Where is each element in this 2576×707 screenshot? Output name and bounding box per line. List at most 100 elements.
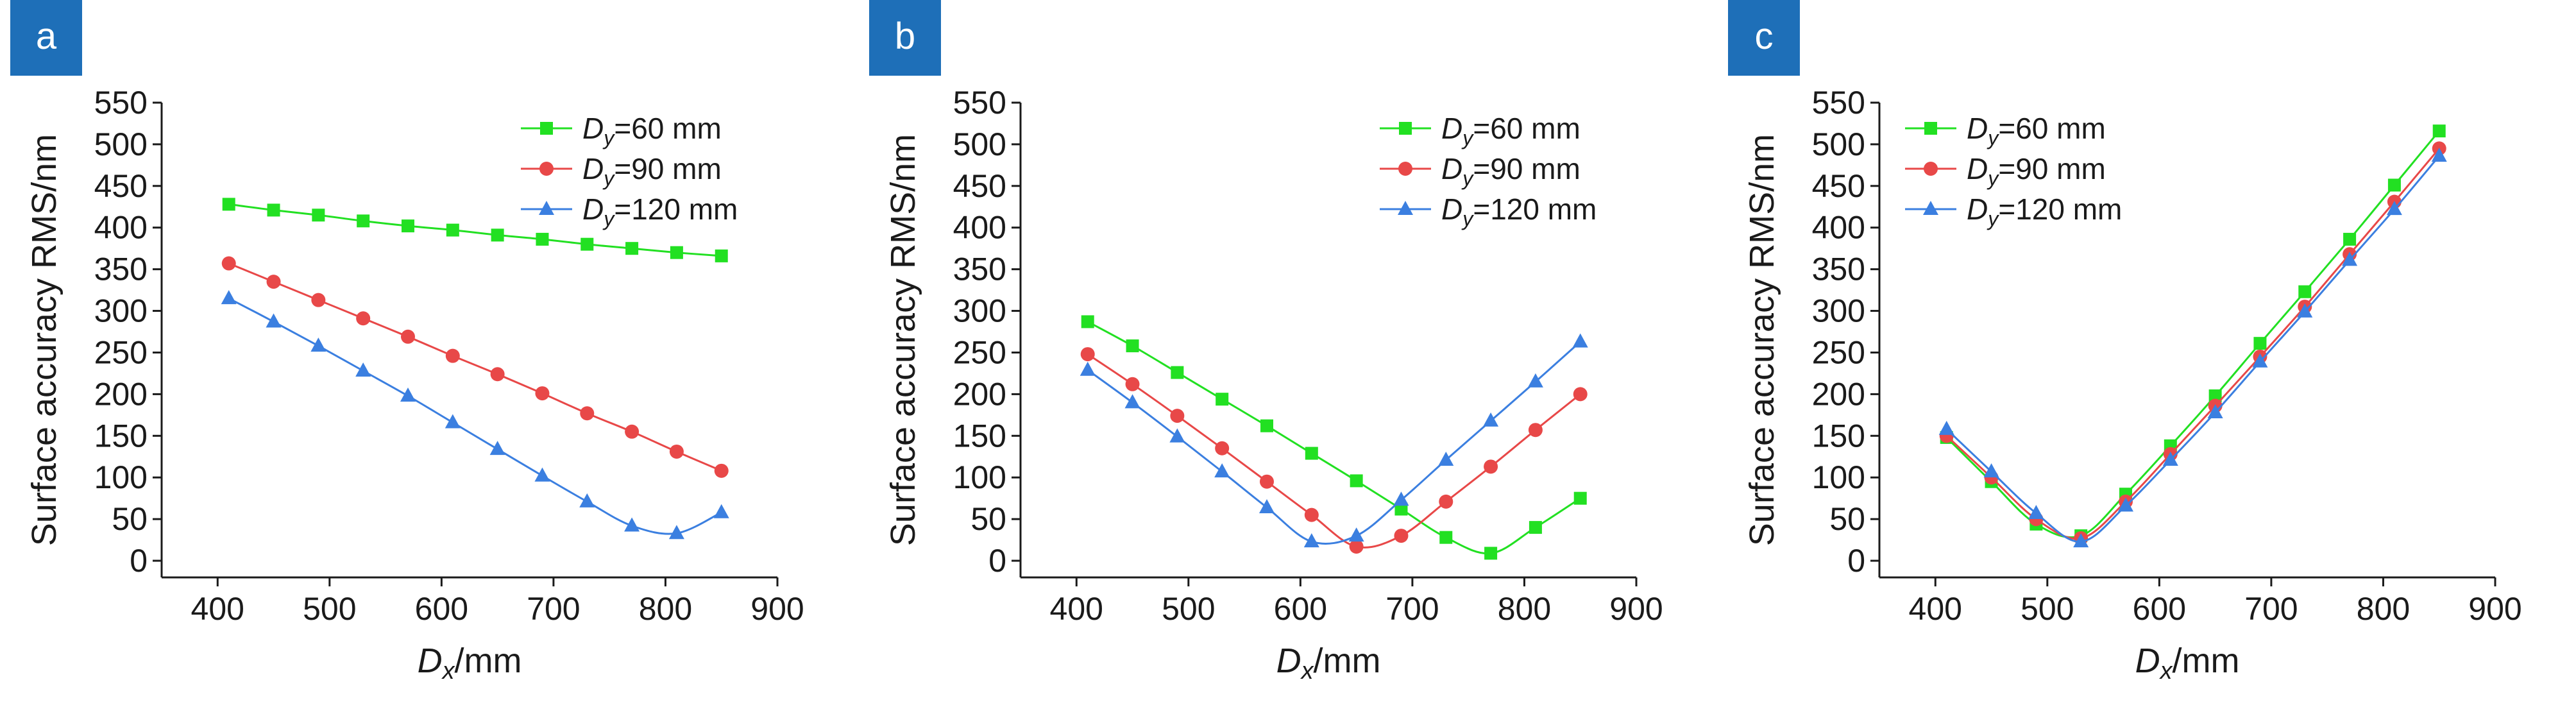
legend-marker [1398, 201, 1413, 215]
data-point [1572, 333, 1588, 348]
data-point [1303, 533, 1319, 548]
series-3 [221, 290, 729, 540]
legend-label: Dy=60 mm [582, 112, 722, 149]
data-point [1439, 494, 1453, 509]
data-point [1080, 361, 1096, 376]
data-point [536, 232, 549, 246]
series-2 [221, 256, 729, 478]
data-point [2342, 251, 2358, 266]
legend-label: Dy=60 mm [1441, 112, 1580, 149]
data-point [357, 214, 370, 228]
data-point [490, 367, 505, 382]
data-point [221, 256, 236, 271]
legend-item-3: Dy=120 mm [1380, 192, 1597, 230]
data-point [2343, 232, 2357, 246]
legend-label: Dy=120 mm [1967, 192, 2122, 230]
panel-label: a [36, 15, 57, 57]
x-tick-label: 500 [1162, 591, 1215, 627]
y-tick-label: 450 [94, 168, 148, 204]
legend-marker [539, 162, 554, 176]
y-tick-label: 400 [953, 210, 1006, 246]
legend-label: Dy=90 mm [1441, 152, 1580, 190]
data-point [625, 242, 639, 255]
legend-item-2: Dy=90 mm [1380, 152, 1580, 190]
y-tick-label: 100 [1812, 459, 1865, 495]
legend-marker [1924, 162, 1938, 176]
y-tick-label: 0 [130, 543, 148, 579]
x-tick-label: 700 [1385, 591, 1439, 627]
data-point [625, 424, 640, 439]
x-tick-label: 900 [1609, 591, 1663, 627]
y-tick-label: 300 [1812, 293, 1865, 329]
series-line [1087, 341, 1581, 545]
x-tick-label: 600 [1274, 591, 1327, 627]
data-point [1349, 539, 1364, 554]
data-point [1081, 315, 1094, 328]
legend-label: Dy=120 mm [1441, 192, 1597, 230]
data-point [1260, 419, 1273, 432]
data-point [1350, 474, 1363, 488]
data-point [312, 209, 325, 222]
y-tick-label: 150 [1812, 418, 1865, 454]
data-point [402, 219, 414, 233]
data-point [1214, 463, 1230, 478]
data-point [446, 223, 459, 237]
y-tick-label: 150 [94, 418, 148, 454]
data-point [1438, 451, 1454, 466]
y-tick-label: 400 [1812, 210, 1865, 246]
chart-svg: b 0 50 100 150 200 250 300 350 400 450 500 550 400 500… [869, 0, 1663, 685]
data-point [1259, 498, 1275, 513]
data-point [445, 348, 460, 363]
data-point [580, 237, 594, 251]
y-tick-label: 250 [1812, 334, 1865, 370]
x-tick-label: 800 [2357, 591, 2410, 627]
y-tick-label: 300 [953, 293, 1006, 329]
y-tick-label: 550 [953, 85, 1006, 121]
x-tick-label: 400 [1050, 591, 1103, 627]
y-tick-label: 200 [94, 376, 148, 412]
data-point [445, 414, 461, 429]
y-tick-label: 50 [112, 501, 148, 537]
y-tick-label: 400 [94, 210, 148, 246]
data-point [1484, 547, 1498, 560]
series-line [1087, 321, 1581, 555]
data-point [489, 441, 505, 456]
data-point [713, 504, 729, 518]
legend-marker [1924, 122, 1937, 135]
y-tick-label: 50 [970, 501, 1006, 537]
y-tick-label: 450 [1812, 168, 1865, 204]
data-point [715, 249, 728, 262]
chart-svg: a 0 50 100 150 200 250 300 350 400 450 500 550 400 500… [10, 0, 804, 685]
y-tick-label: 350 [1812, 251, 1865, 287]
x-tick-label: 500 [303, 591, 356, 627]
data-point [1573, 387, 1588, 402]
data-point [1126, 339, 1139, 353]
y-tick-label: 50 [1829, 501, 1865, 537]
data-point [580, 406, 595, 421]
data-point [221, 290, 237, 305]
data-point [1483, 412, 1499, 427]
data-point [1215, 441, 1230, 456]
data-point [534, 467, 550, 482]
data-point [2297, 303, 2313, 318]
legend-item-3: Dy=120 mm [521, 192, 738, 230]
data-point [1124, 394, 1140, 409]
data-point [1528, 423, 1543, 438]
y-tick-label: 500 [1812, 126, 1865, 162]
data-point [1216, 393, 1229, 406]
x-tick-label: 600 [415, 591, 468, 627]
legend-marker [1923, 201, 1938, 215]
legend-label: Dy=60 mm [1967, 112, 2106, 149]
y-tick-label: 300 [94, 293, 148, 329]
data-point [491, 228, 504, 242]
data-point [2431, 148, 2447, 162]
y-axis-title: Surface accuracy RMS/nm [884, 134, 922, 546]
data-point [1983, 463, 1999, 478]
data-point [355, 362, 371, 377]
data-point [2073, 533, 2089, 548]
panel-label: c [1755, 15, 1774, 57]
series-line [1087, 353, 1581, 549]
data-point [668, 525, 684, 540]
data-point [1394, 529, 1409, 543]
data-point [356, 311, 371, 326]
